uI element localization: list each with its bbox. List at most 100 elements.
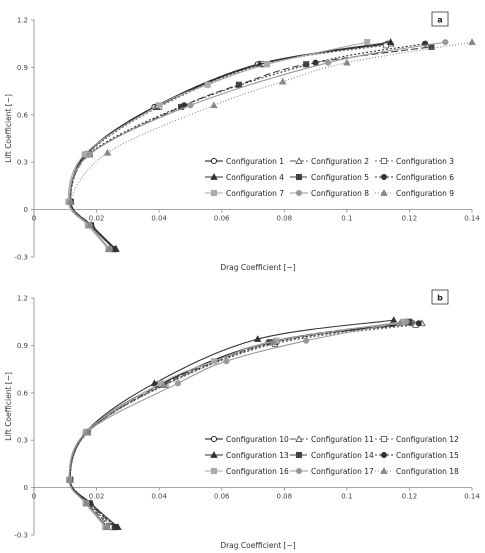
chart-panel-b: -0.3 0 0.3 0.6 0.9 1.2 0 0.02 0.04 0.06 0.08 0.1 0.1… xyxy=(0,278,485,553)
chart-a-x-tick-label: 0.1 xyxy=(341,215,352,223)
chart-a-legend-item: Configuration 3 xyxy=(375,157,454,166)
chart-b-legend-item: Configuration 17 xyxy=(290,467,374,476)
chart-a-series-5 xyxy=(67,43,435,253)
chart-a-legend-swatch-marker xyxy=(380,189,388,196)
chart-b-legend-label: Configuration 18 xyxy=(396,467,459,476)
chart-a-series-9 xyxy=(66,38,476,252)
chart-b-x-tick-label: 0.1 xyxy=(341,493,352,501)
chart-a-x-tick-label: 0.08 xyxy=(276,215,292,223)
chart-b-legend-label: Configuration 16 xyxy=(226,467,289,476)
chart-a-y-tick-label: -0.3 xyxy=(14,254,28,262)
chart-a-data-point xyxy=(264,61,271,68)
chart-a-data-point xyxy=(442,39,449,46)
chart-a-data-point xyxy=(103,148,112,156)
chart-b-y-tick-label: 0.3 xyxy=(17,437,28,445)
chart-a-legend-swatch-marker xyxy=(295,173,303,181)
chart-b-data-point xyxy=(84,428,92,436)
chart-b-legend-label: Configuration 10 xyxy=(226,435,289,444)
chart-b-y-tick-label: 0 xyxy=(24,484,28,492)
chart-a-data-point xyxy=(343,58,351,66)
chart-b-legend-swatch-marker xyxy=(380,467,388,474)
chart-a-y-tick-label: 0.9 xyxy=(17,64,28,72)
chart-b-legend-label: Configuration 17 xyxy=(311,467,374,476)
chart-b-x-tick-label: 0.12 xyxy=(402,493,418,501)
chart-b-data-point xyxy=(150,379,159,387)
chart-b-legend-swatch-marker xyxy=(210,435,218,443)
chart-b-data-point xyxy=(253,335,262,342)
chart-a-legend-swatch-marker xyxy=(295,189,303,197)
chart-b-series-line xyxy=(69,322,419,528)
chart-a-legend-swatch-marker xyxy=(210,157,218,165)
chart-a-legend-item: Configuration 1 xyxy=(205,157,284,166)
chart-b-legend-label: Configuration 11 xyxy=(311,435,374,444)
chart-b-y-tick-label: -0.3 xyxy=(14,532,28,540)
chart-a-x-tick-label: 0.06 xyxy=(214,215,230,223)
chart-b-series-line xyxy=(68,321,404,528)
chart-a-svg: -0.3 0 0.3 0.6 0.9 1.2 0 0.02 0.04 0.06 0.08 0.1 0.1… xyxy=(4,11,480,272)
chart-b-data-point xyxy=(65,475,74,483)
chart-a-series-line xyxy=(69,46,432,250)
chart-a-legend-label: Configuration 3 xyxy=(396,157,454,166)
chart-b-x-tick-label: 0.02 xyxy=(89,493,105,501)
chart-a-data-point xyxy=(210,101,218,109)
chart-b-data-point xyxy=(415,320,422,327)
chart-a-x-axis-label: Drag Coefficient [−] xyxy=(220,263,295,272)
chart-b-legend-label: Configuration 15 xyxy=(396,451,459,460)
chart-b-data-point xyxy=(303,337,310,344)
chart-b-legend-swatch-marker xyxy=(380,435,388,443)
chart-b-y-tick-label: 1.2 xyxy=(17,295,28,303)
chart-a-data-point xyxy=(312,59,319,66)
chart-b-legend-swatch-marker xyxy=(210,451,218,458)
chart-a-legend-swatch-marker xyxy=(295,157,303,164)
chart-b-x-axis-label: Drag Coefficient [−] xyxy=(220,541,295,550)
chart-a-data-point xyxy=(325,59,332,66)
chart-b-x-tick-label: 0.14 xyxy=(464,493,480,501)
chart-a-legend-label: Configuration 7 xyxy=(226,189,284,198)
chart-a-legend-item: Configuration 2 xyxy=(290,157,369,166)
chart-b-series-line xyxy=(69,324,416,528)
chart-a-data-point xyxy=(111,246,118,253)
chart-a-y-tick-label: 0.3 xyxy=(17,159,28,167)
chart-panel-a: -0.3 0 0.3 0.6 0.9 1.2 0 0.02 0.04 0.06 0.08 0.1 0.1… xyxy=(0,0,485,275)
chart-a-series-8 xyxy=(66,39,449,253)
chart-a-data-point xyxy=(468,38,476,45)
chart-a-legend-label: Configuration 1 xyxy=(226,157,284,166)
chart-a-legend-label: Configuration 9 xyxy=(396,189,454,198)
chart-a-data-point xyxy=(204,81,211,88)
chart-a-legend-label: Configuration 2 xyxy=(311,157,369,166)
chart-b-series-7 xyxy=(65,318,407,531)
chart-a-x-tick-label: 0.14 xyxy=(464,215,480,223)
chart-a-data-point xyxy=(235,81,242,88)
chart-b-legend-swatch-marker xyxy=(295,435,303,442)
chart-a-legend-label: Configuration 8 xyxy=(311,189,369,198)
chart-b-data-point xyxy=(210,358,217,365)
chart-a-legend-label: Configuration 5 xyxy=(311,173,369,182)
chart-b-legend-item: Configuration 15 xyxy=(375,451,459,460)
chart-a-legend-label: Configuration 4 xyxy=(226,173,284,182)
chart-a-series-6 xyxy=(67,40,429,253)
chart-b-data-point xyxy=(160,380,168,388)
chart-a-y-tick-label: 0 xyxy=(24,206,28,214)
chart-a-x-tick-label: 0.02 xyxy=(89,215,105,223)
chart-b-legend-label: Configuration 14 xyxy=(311,451,374,460)
chart-a-y-axis-label: Lift Coefficient [−] xyxy=(4,94,13,163)
chart-a-x-tick-label: 0.12 xyxy=(402,215,418,223)
chart-a-x-tick-label: 0.04 xyxy=(151,215,167,223)
chart-b-x-tick-label: 0.08 xyxy=(276,493,292,501)
chart-a-data-point xyxy=(105,245,113,252)
chart-b-data-point xyxy=(82,499,91,507)
chart-a-legend-item: Configuration 9 xyxy=(375,189,454,198)
chart-a-legend-item: Configuration 6 xyxy=(375,173,454,182)
chart-a-panel-tag-box xyxy=(431,11,449,27)
chart-a-legend-swatch-marker xyxy=(210,173,218,180)
chart-b-panel-tag: b xyxy=(437,294,443,303)
chart-a-data-point xyxy=(66,197,75,205)
chart-b-x-tick-label: 0 xyxy=(32,493,36,501)
chart-b-series-9 xyxy=(65,319,404,530)
chart-b-y-tick-label: 0.9 xyxy=(17,342,28,350)
chart-b-x-tick-label: 0.04 xyxy=(151,493,167,501)
chart-b-y-axis-label: Lift Coefficient [−] xyxy=(4,372,13,441)
chart-b-y-tick-label: 0.6 xyxy=(17,389,29,397)
chart-a-data-point xyxy=(386,38,395,45)
chart-b-data-point xyxy=(174,380,181,387)
